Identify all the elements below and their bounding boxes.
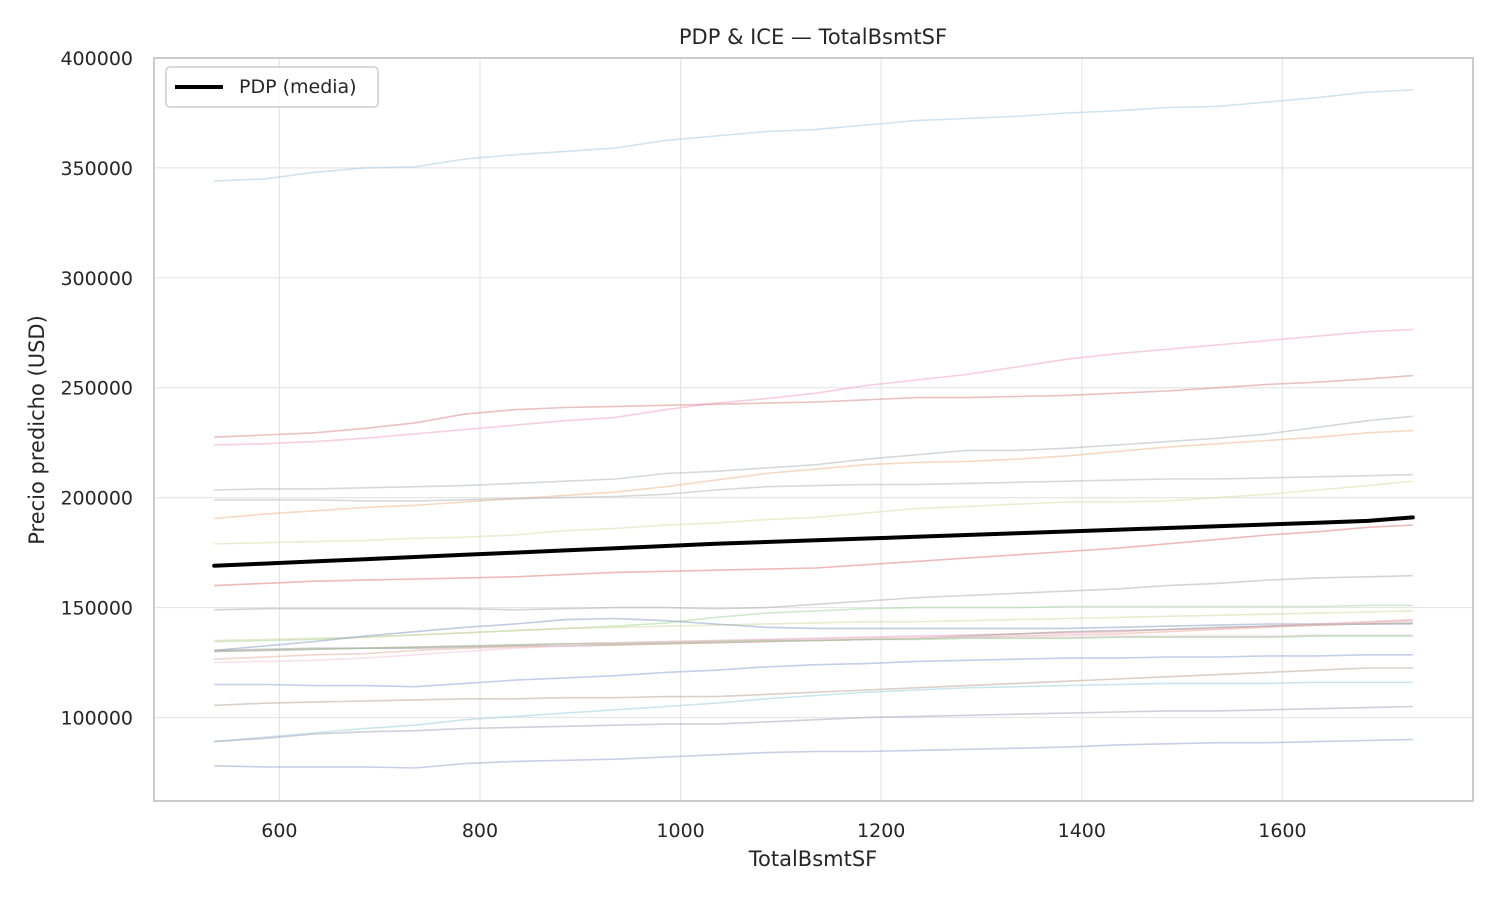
y-tick-label: 200000 — [60, 488, 133, 510]
y-tick-label: 400000 — [60, 48, 133, 70]
ice-line — [214, 480, 1413, 545]
ice-line — [214, 415, 1413, 491]
x-tick-label: 1600 — [1258, 820, 1306, 842]
legend-box — [165, 66, 379, 108]
pdp-line-group — [212, 515, 1415, 568]
y-tick-label: 150000 — [60, 598, 133, 620]
ice-line — [214, 524, 1413, 587]
ice-line — [214, 473, 1413, 502]
y-axis-ticks: 100000 150000 200000 250000 300000 350000 4000… — [60, 48, 133, 729]
ice-line — [214, 635, 1413, 653]
ice-line — [214, 429, 1413, 520]
chart-title: PDP & ICE — TotalBsmtSF — [679, 25, 947, 49]
y-tick-label: 100000 — [60, 707, 133, 729]
ice-line — [214, 574, 1413, 611]
ice-line — [214, 738, 1413, 769]
x-tick-label: 800 — [462, 820, 498, 842]
y-axis-label: Precio predicho (USD) — [25, 315, 49, 545]
ice-line — [214, 634, 1413, 664]
ice-line — [214, 89, 1413, 182]
pdp-line — [212, 515, 1415, 568]
ice-line — [214, 610, 1413, 642]
ice-lines — [214, 89, 1413, 769]
ice-line — [214, 681, 1413, 743]
y-tick-label: 300000 — [60, 268, 133, 290]
grid-lines — [154, 57, 1473, 801]
x-axis-label: TotalBsmtSF — [748, 847, 878, 871]
ice-line — [214, 328, 1413, 446]
ice-line — [214, 374, 1413, 438]
ice-line — [214, 667, 1413, 707]
x-tick-label: 1400 — [1058, 820, 1106, 842]
x-axis-ticks: 600 800 1000 1200 1400 1600 — [261, 820, 1306, 842]
legend-pdp-label: PDP (media) — [239, 76, 357, 98]
plot-frame — [153, 57, 1474, 802]
ice-line — [214, 653, 1413, 688]
y-tick-label: 250000 — [60, 378, 133, 400]
y-tick-label: 350000 — [60, 158, 133, 180]
legend: PDP (media) — [165, 66, 379, 108]
x-tick-label: 1200 — [857, 820, 905, 842]
plot-background — [154, 58, 1473, 801]
ice-line — [214, 617, 1413, 652]
ice-line — [214, 705, 1413, 743]
x-tick-label: 1000 — [656, 820, 704, 842]
x-tick-label: 600 — [261, 820, 297, 842]
